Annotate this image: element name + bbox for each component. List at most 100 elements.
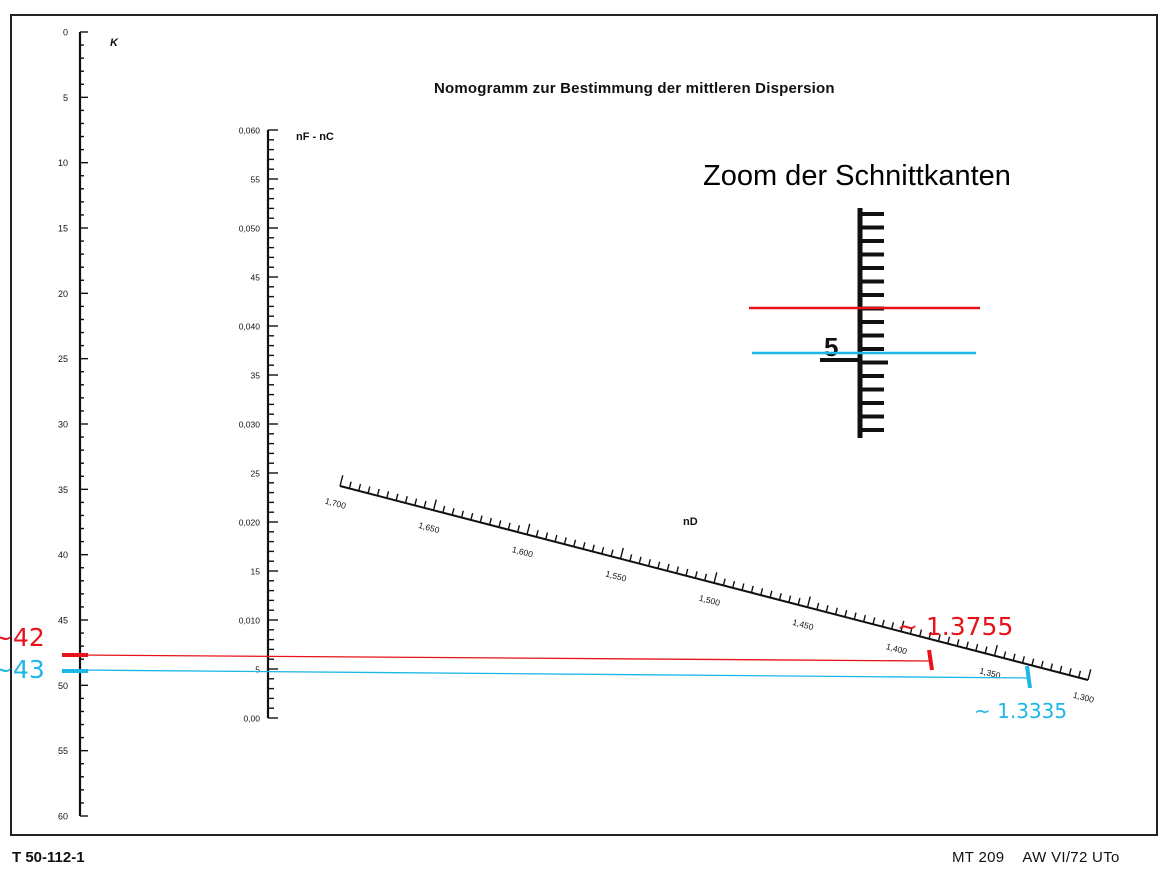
nd-tick: [367, 486, 371, 494]
nd-tick: [975, 643, 979, 652]
nd-tick: [825, 605, 829, 613]
nomogram-title: Nomogramm zur Bestimmung der mittleren D…: [434, 80, 835, 97]
nd-tick: [834, 607, 838, 615]
nf-nc-tick-label: 0,050: [239, 224, 261, 234]
k-tick-label: 5: [63, 93, 68, 103]
nd-tick: [1049, 663, 1054, 671]
nd-tick: [657, 561, 661, 569]
nf-nc-tick-label: 15: [251, 567, 261, 577]
nd-tick: [890, 622, 895, 630]
footer-version: AW VI/72 UTo: [1022, 849, 1120, 866]
nd-tick: [919, 629, 923, 637]
nd-tick: [358, 483, 362, 492]
footer-reference: MT 209 AW VI/72 UTo: [952, 849, 1138, 866]
nd-tick: [386, 491, 390, 499]
nf-nc-axis-label: nF - nC: [296, 131, 334, 143]
nd-axis-label: nD: [683, 516, 698, 528]
k-tick-label: 35: [58, 485, 68, 495]
nd-tick: [937, 634, 941, 642]
nd-tick: [872, 617, 876, 625]
nd-tick: [956, 639, 960, 647]
intersection-lines: [62, 649, 1032, 689]
nd-tick: [797, 597, 801, 606]
nd-tick-label: 1,500: [698, 593, 721, 608]
nd-tick: [423, 500, 427, 509]
nd-tick: [666, 563, 670, 572]
nd-tick: [442, 505, 446, 513]
nd-tick: [619, 547, 624, 559]
nd-tick: [806, 596, 811, 608]
nf-nc-tick-label: 0,020: [239, 518, 261, 528]
nd-tick: [694, 571, 698, 579]
k-tick-label: 10: [58, 158, 68, 168]
nd-tick: [685, 568, 689, 576]
k-scale: 0 5 10 15 20 25 30 35 40 45 50 55 60: [58, 28, 88, 822]
k-tick-label: 0: [63, 28, 68, 38]
nd-tick: [507, 522, 511, 530]
nd-tick: [432, 499, 437, 511]
nf-nc-scale: 0,060 55 0,050 45 0,040 35 0,030 25 0,020 15 0,010…: [239, 126, 278, 724]
k-tick-label: 50: [58, 681, 68, 691]
nd-tick: [470, 512, 474, 521]
nd-tick: [1068, 668, 1072, 676]
nd-tick: [647, 559, 651, 567]
nd-tick: [947, 636, 951, 644]
nf-nc-tick-label: 0,030: [239, 420, 261, 430]
nd-tick: [535, 529, 539, 538]
nd-tick: [451, 508, 455, 516]
nd-tick: [498, 520, 502, 528]
zoom-inset: 5: [749, 208, 980, 438]
nf-nc-tick-label: 5: [255, 665, 260, 675]
nf-nc-tick-label: 0,010: [239, 616, 261, 626]
nd-tick: [722, 578, 726, 586]
nd-tick: [778, 593, 782, 601]
nd-tick: [862, 614, 867, 622]
nd-tick: [900, 620, 905, 632]
nd-tick: [395, 493, 399, 501]
nd-tick: [376, 488, 380, 496]
nd-tick: [965, 641, 969, 649]
nd-tick: [675, 566, 680, 574]
nd-tick: [526, 523, 531, 535]
nd-tick: [563, 537, 567, 545]
k-tick-label: 20: [58, 289, 68, 299]
nd-tick-label: 1,400: [885, 641, 908, 656]
nd-tick: [788, 595, 792, 603]
nd-tick: [582, 542, 586, 550]
nf-nc-tick-label: 0,00: [243, 714, 260, 724]
nd-tick: [638, 556, 642, 564]
k-tick-label: 45: [58, 616, 68, 626]
nf-nc-tick-label: 0,040: [239, 322, 261, 332]
footer-ref: MT 209: [952, 849, 1005, 866]
nd-tick: [479, 515, 483, 523]
k-tick-label: 55: [58, 746, 68, 756]
nd-tick-label: 1,300: [1072, 690, 1095, 705]
nd-tick: [1003, 651, 1007, 659]
nd-tick: [909, 626, 913, 635]
nd-tick: [516, 525, 521, 533]
nf-nc-tick-label: 55: [251, 175, 261, 185]
nd-tick: [339, 475, 344, 487]
red-intersection-line: [77, 654, 931, 662]
nd-tick-label: 1,650: [417, 520, 440, 535]
zoom-tick-label: 5: [824, 332, 838, 362]
nd-tick: [816, 602, 820, 610]
nd-tick: [741, 583, 745, 591]
nd-tick: [993, 644, 998, 656]
nd-tick-label: 1,700: [324, 496, 347, 511]
nd-tick: [1021, 656, 1025, 664]
nd-tick: [414, 498, 418, 506]
nd-tick: [928, 631, 932, 639]
red-nd-marker: [927, 649, 934, 671]
k-tick-label: 60: [58, 812, 68, 822]
nd-tick: [629, 554, 633, 562]
nf-nc-tick-label: 0,060: [239, 126, 261, 136]
nf-nc-tick-label: 25: [251, 469, 261, 479]
chart-frame: [10, 14, 1158, 836]
nf-nc-tick-label: 35: [251, 371, 261, 381]
k-axis-label: K: [110, 37, 118, 49]
nd-tick: [460, 510, 464, 518]
nd-tick: [732, 580, 736, 589]
nd-tick: [573, 539, 577, 547]
